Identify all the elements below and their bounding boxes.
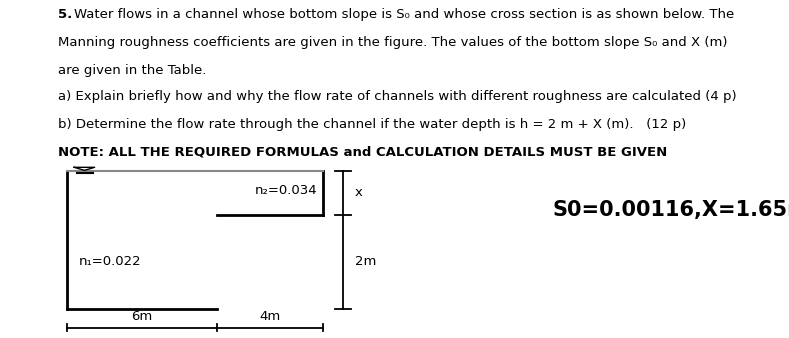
Text: n₂=0.034: n₂=0.034 — [254, 185, 317, 197]
Text: S0=0.00116,X=1.65m: S0=0.00116,X=1.65m — [552, 199, 789, 220]
Text: NOTE: ALL THE REQUIRED FORMULAS and CALCULATION DETAILS MUST BE GIVEN: NOTE: ALL THE REQUIRED FORMULAS and CALC… — [58, 146, 667, 159]
Text: Manning roughness coefficients are given in the figure. The values of the bottom: Manning roughness coefficients are given… — [58, 36, 727, 49]
Text: 5.: 5. — [58, 8, 72, 21]
Text: n₁=0.022: n₁=0.022 — [79, 256, 141, 268]
Text: Water flows in a channel whose bottom slope is S₀ and whose cross section is as : Water flows in a channel whose bottom sl… — [74, 8, 735, 21]
Text: a) Explain briefly how and why the flow rate of channels with different roughnes: a) Explain briefly how and why the flow … — [58, 90, 736, 103]
Text: 6m: 6m — [132, 310, 152, 323]
Text: 4m: 4m — [260, 310, 281, 323]
Text: 2m: 2m — [355, 256, 376, 268]
Text: x: x — [355, 186, 363, 199]
Text: b) Determine the flow rate through the channel if the water depth is h = 2 m + X: b) Determine the flow rate through the c… — [58, 118, 686, 131]
Text: are given in the Table.: are given in the Table. — [58, 64, 206, 77]
